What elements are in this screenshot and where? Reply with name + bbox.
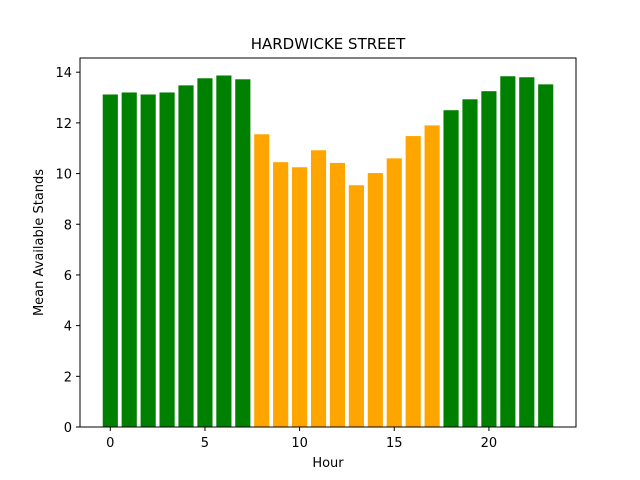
bar-hour-22 (519, 77, 535, 427)
bar-hour-18 (443, 110, 459, 428)
y-tick-label: 0 (64, 421, 72, 436)
x-tick-label: 0 (106, 436, 114, 451)
bar-hour-5 (197, 78, 213, 428)
y-tick-label: 12 (55, 117, 72, 132)
y-ticks: 0 2 4 6 8 10 12 14 (55, 66, 80, 436)
bars-group (102, 75, 554, 428)
bar-hour-9 (273, 162, 289, 427)
y-axis-label: Mean Available Stands (32, 169, 47, 316)
bar-hour-21 (500, 76, 516, 427)
bar-hour-1 (121, 92, 137, 427)
bar-hour-13 (348, 185, 364, 427)
bar-hour-15 (386, 158, 402, 428)
bar-hour-20 (481, 91, 497, 427)
bar-hour-0 (102, 94, 118, 428)
x-ticks: 0 5 10 15 20 (106, 427, 497, 451)
y-tick-label: 6 (64, 269, 72, 284)
x-axis-label: Hour (312, 456, 344, 471)
bar-hour-17 (424, 125, 440, 427)
bar-hour-8 (254, 134, 270, 427)
bar-hour-2 (140, 94, 156, 428)
y-tick-label: 4 (64, 320, 72, 335)
bar-hour-23 (538, 84, 554, 428)
y-tick-label: 8 (64, 218, 72, 233)
y-tick-label: 2 (64, 370, 72, 385)
x-tick-label: 5 (201, 436, 209, 451)
chart-title: HARDWICKE STREET (251, 35, 406, 53)
bar-hour-7 (235, 79, 251, 427)
y-tick-label: 10 (55, 168, 72, 183)
bar-hour-4 (178, 85, 194, 428)
bar-hour-6 (216, 75, 232, 428)
x-tick-label: 10 (291, 436, 308, 451)
bar-hour-3 (159, 92, 175, 427)
bar-hour-11 (310, 150, 327, 427)
bar-hour-12 (329, 162, 346, 428)
bar-hour-14 (367, 173, 383, 427)
bar-hour-10 (292, 167, 308, 428)
y-tick-label: 14 (55, 66, 72, 81)
x-tick-label: 20 (481, 436, 498, 451)
x-tick-label: 15 (386, 436, 403, 451)
bar-hour-16 (405, 136, 421, 427)
bar-hour-19 (462, 99, 478, 427)
plot-frame (79, 57, 577, 428)
